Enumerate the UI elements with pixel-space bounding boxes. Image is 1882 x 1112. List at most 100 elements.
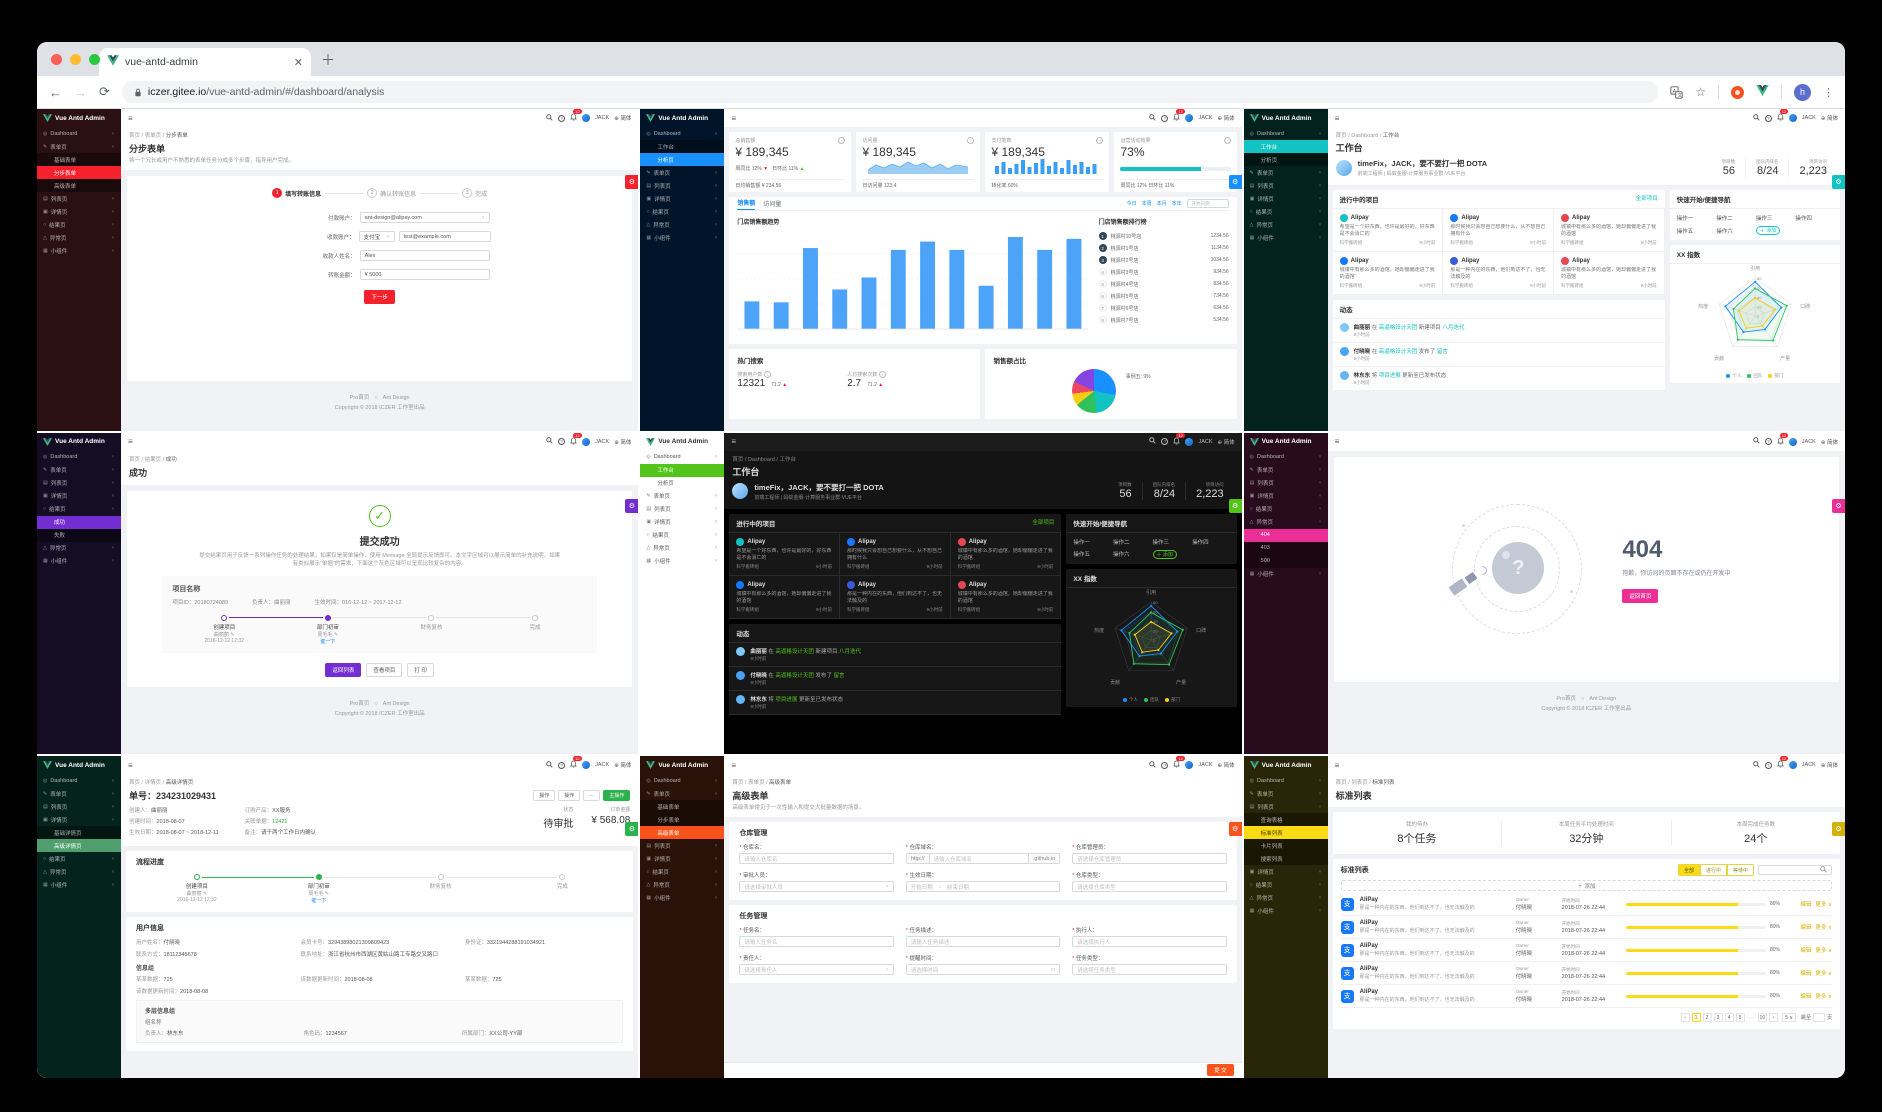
sidebar-item-列表页[interactable]: ▤ 列表页 ∧ [1244,800,1328,813]
sidebar-item-Dashboard[interactable]: ◎ Dashboard ∧ [1244,127,1328,140]
header-language-switch[interactable]: ⊕ 简体 [614,763,632,770]
field-input[interactable]: 请选择责任人 ∨ [739,964,894,976]
header-bell-icon[interactable]: 12 [1776,432,1789,447]
sidebar-item-结果页[interactable]: ○ 结果页 ∨ [640,865,724,878]
owner-value[interactable]: 付晓晓 [1515,997,1533,1004]
nav-link-操作六[interactable]: 操作六 [1716,228,1733,235]
page-···[interactable]: ··· [1748,1014,1754,1021]
sidebar-item-详情页[interactable]: ▣ 详情页 ∨ [1244,490,1328,503]
field-input[interactable]: 请输入仓库名 [739,853,894,865]
sidebar-subitem-高级表单[interactable]: 高级表单 [640,826,725,840]
page-size-select[interactable]: 5 ∨ [1782,1013,1796,1023]
sidebar-item-Dashboard[interactable]: ◎ Dashboard ∨ [1244,451,1328,464]
legend-item[interactable]: 个人 [1726,373,1741,379]
filter-进行中[interactable]: 进行中 [1699,864,1727,877]
sidebar-subitem-分步表单[interactable]: 分步表单 [657,817,680,824]
back-button[interactable]: ← [49,84,62,100]
sidebar-item-Dashboard[interactable]: ◎ Dashboard ∨ [640,774,724,787]
project-group[interactable]: 科学搬砖组 [1339,283,1363,288]
header-bell-icon[interactable]: 12 [1173,432,1185,447]
breadcrumb-item[interactable]: 表单页 [747,780,765,787]
project-card[interactable]: Alipay 城镇中有那么多的酒馆，她却偏偏走进了我的酒馆 科学搬砖组 9小时前 [1332,252,1444,295]
sidebar-item-表单页[interactable]: ✎ 表单页 ∨ [1244,166,1328,179]
sidebar-item-详情页[interactable]: ▣ 详情页 ∨ [640,852,724,865]
sidebar-item-列表页[interactable]: ▤ 列表页 ∨ [37,192,121,205]
sidebar-item-异常页[interactable]: △ 异常页 ∨ [37,231,121,244]
footer-link[interactable]: Pro首页 [349,395,370,401]
app-logo[interactable]: Vue Antd Admin [640,756,724,774]
sidebar-subitem-分析页[interactable]: 分析页 [640,153,725,166]
translate-icon[interactable]: A文 [1670,85,1683,99]
legend-item[interactable]: 团队 [1144,697,1159,703]
project-group[interactable]: 科学搬砖组 [957,563,981,569]
sidebar-subitem-卡片列表[interactable]: 卡片列表 [1260,843,1283,850]
sidebar-trigger-icon[interactable]: ≡ [1334,437,1340,447]
breadcrumb-item[interactable]: 首页 [129,133,141,139]
page-›[interactable]: › [1769,1013,1779,1023]
project-card[interactable]: Alipay 那是一种内在的东西，他们到达不了，也无法触及的 科学搬砖组 9小时前 [1443,252,1555,295]
sidebar-item-列表页[interactable]: ▤ 列表页 ∨ [640,503,724,516]
header-help-icon[interactable]: ? [1161,114,1169,122]
header-language-switch[interactable]: ⊕ 简体 [1217,116,1235,122]
project-group[interactable]: 科学搬砖组 [1450,283,1473,288]
sidebar-trigger-icon[interactable]: ≡ [731,113,736,123]
breadcrumb-item[interactable]: 首页 [129,780,141,787]
project-group[interactable]: 科学搬砖组 [847,563,870,569]
header-avatar[interactable] [1788,437,1797,446]
project-group[interactable]: 科学搬砖组 [847,606,870,612]
breadcrumb-item[interactable]: 详情页 [144,780,162,787]
sidebar-item-表单页[interactable]: ✎ 表单页 ∧ [640,787,724,800]
header-bell-icon[interactable]: 12 [570,432,582,447]
owner-value[interactable]: 付晓晓 [1515,928,1533,935]
project-card[interactable]: Alipay 那时候我只会想自己想要什么，从不想自己拥有什么 科学搬砖组 9小时前 [840,532,951,576]
sidebar-subitem-高级表单[interactable]: 高级表单 [54,183,77,190]
feed-segment[interactable]: 项目进展 [775,696,798,703]
theme-settings-button[interactable]: ⚙ [625,175,639,189]
header-avatar[interactable] [582,761,591,770]
field-input[interactable]: 请输入仓库域名 [929,853,1028,865]
feed-segment[interactable]: 留言 [1436,349,1448,355]
header-language-switch[interactable]: ⊕ 简体 [1820,439,1838,446]
sidebar-subitem-工作台[interactable]: 工作台 [1243,140,1328,153]
sidebar-subitem-500[interactable]: 500 [1260,558,1270,565]
sidebar-item-Dashboard[interactable]: ◎ Dashboard ∨ [37,451,121,464]
sidebar-item-结果页[interactable]: ○ 结果页 ∨ [1244,878,1328,891]
date-range-input[interactable]: 开始日期 [1186,199,1229,208]
project-card[interactable]: Alipay 希望是一个好东西，也许是最好的，好东西是不会消亡的 科学搬砖组 9小时前 [1332,209,1444,252]
page-‹[interactable]: ‹ [1680,1013,1690,1023]
footer-link[interactable]: Ant Design [382,395,410,401]
add-nav-button[interactable]: ＋ 添加 [1152,549,1177,559]
sidebar-subitem-分步表单[interactable]: 分步表单 [37,166,121,179]
sidebar-item-结果页[interactable]: ○ 结果页 ∨ [640,529,724,542]
nav-link-操作三[interactable]: 操作三 [1152,539,1170,546]
action-编辑[interactable]: 编辑 [1800,948,1812,955]
project-card[interactable]: Alipay 城镇中有那么多的酒馆，她却偏偏走进了我的酒馆 科学搬砖组 9小时前 [1554,252,1665,295]
field-input[interactable]: 开始日期 ~ 结束日期 [905,881,1061,893]
theme-settings-button[interactable]: ⚙ [1228,822,1242,837]
field-input[interactable]: Alex [359,250,490,261]
sidebar-item-结果页[interactable]: ○ 结果页 ∨ [1244,503,1328,516]
list-item[interactable]: 支 AliPay 那是一种内在的东西，他们到达不了，也无法触及的 Owner 付晓晓 开始… [1340,939,1832,963]
feed-segment[interactable]: 项目进展 [1378,373,1401,379]
legend-item[interactable]: 团队 [1747,373,1762,379]
sidebar-item-异常页[interactable]: △ 异常页 ∨ [1244,218,1328,231]
feed-segment[interactable]: 高逼格设计天团 [1378,325,1418,331]
app-logo[interactable]: Vue Antd Admin [1244,756,1328,774]
project-group[interactable]: 科学搬砖组 [736,563,759,569]
theme-settings-button[interactable]: ⚙ [1831,498,1845,513]
header-language-switch[interactable]: ⊕ 简体 [1820,116,1838,122]
browser-tab[interactable]: vue-antd-admin ✕ [99,48,311,76]
legend-item[interactable]: 部门 [1165,697,1180,703]
theme-settings-button[interactable]: ⚙ [625,498,639,513]
menu-kebab-icon[interactable]: ⋮ [1823,86,1834,99]
header-language-switch[interactable]: ⊕ 简体 [614,439,632,446]
header-help-icon[interactable]: ? [1764,761,1772,769]
breadcrumb-item[interactable]: Dashboard [747,456,775,463]
header-avatar[interactable] [582,114,591,122]
project-group[interactable]: 科学搬砖组 [1561,240,1584,245]
page-5[interactable]: 5 [1735,1013,1745,1023]
field-input[interactable]: test@example.com [398,231,491,242]
app-logo[interactable]: Vue Antd Admin [640,433,724,451]
nav-link-操作二[interactable]: 操作二 [1112,539,1130,546]
app-logo[interactable]: Vue Antd Admin [1244,433,1328,451]
